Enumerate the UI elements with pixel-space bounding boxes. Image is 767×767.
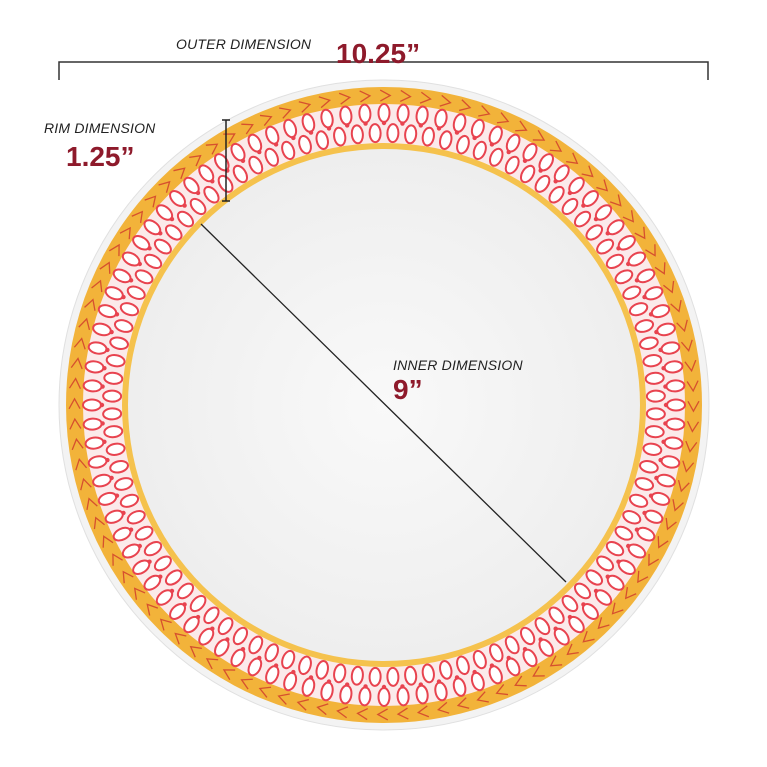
rim-dimension-label: RIM DIMENSION [44, 120, 156, 136]
outer-dimension-value: 10.25” [336, 38, 421, 69]
inner-dimension-line [200, 223, 567, 583]
outer-dimension-label: OUTER DIMENSION [176, 36, 312, 52]
rim-dimension-marker [222, 119, 230, 202]
lattice-pattern [82, 103, 686, 707]
wheat-border-pattern [68, 89, 700, 721]
plate-well [128, 149, 640, 661]
rim-dimension-value: 1.25” [66, 141, 135, 172]
inner-dimension-label: INNER DIMENSION [393, 357, 523, 373]
outer-dimension-bracket [58, 61, 709, 80]
inner-dimension-value: 9” [393, 374, 423, 405]
